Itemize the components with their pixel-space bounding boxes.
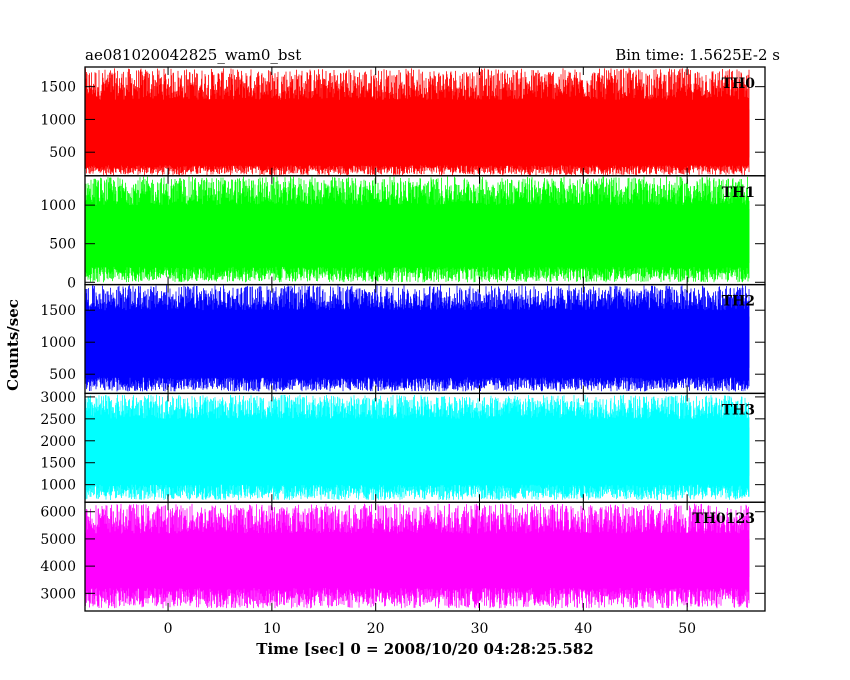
series-core-th2 [85,316,750,368]
x-tick-label: 10 [263,621,281,637]
y-tick-label: 2500 [40,412,76,428]
x-tick-label: 0 [164,621,173,637]
y-axis-label: Counts/sec [4,299,22,391]
series-core-th0 [85,109,750,158]
panel-frame [84,501,766,612]
y-tick-label: 500 [49,145,76,161]
x-tick-label: 30 [471,621,489,637]
panel-th3: 1000 1500 2000 2500 3000 TH3 [40,390,766,503]
y-tick-label: 1500 [40,303,76,319]
series-core-th0123 [85,538,750,577]
y-tick-label: 0 [67,275,76,291]
x-axis: 0 10 20 30 40 50 [164,621,696,637]
panel-label: TH1 [722,185,755,201]
x-tick-label: 40 [574,621,592,637]
y-tick-label: 500 [49,367,76,383]
panel-th0123: 3000 4000 5000 6000 TH0123 [40,501,766,612]
y-tick-label: 1000 [40,335,76,351]
panel-label: TH0 [722,76,756,92]
panels: 500 1000 1500 TH0 0 500 1000 TH1 500 1000 1500 TH2 1… [40,66,766,612]
panel-label: TH2 [722,294,755,310]
series-core-th3 [85,427,750,476]
y-tick-label: 1500 [40,80,76,96]
y-tick-label: 3000 [40,390,76,406]
x-axis-label: Time [sec] 0 = 2008/10/20 04:28:25.582 [256,640,593,658]
panel-th0: 500 1000 1500 TH0 [40,66,766,177]
y-tick-label: 4000 [40,559,76,575]
y-tick-label: 5000 [40,532,76,548]
y-tick-label: 500 [49,237,76,253]
panel-th2: 500 1000 1500 TH2 [40,283,766,395]
x-tick-label: 20 [367,621,385,637]
chart-title: ae081020042825_wam0_bst [85,46,301,64]
panel-label: TH3 [722,402,755,418]
chart-subtitle: Bin time: 1.5625E-2 s [615,46,780,64]
y-tick-label: 1500 [40,456,76,472]
panel-th1: 0 500 1000 TH1 [40,175,766,291]
series-core-th1 [85,208,750,263]
y-tick-label: 1000 [40,478,76,494]
y-tick-label: 2000 [40,434,76,450]
y-tick-label: 6000 [40,505,76,521]
y-tick-label: 1000 [40,112,76,128]
x-tick-label: 50 [678,621,696,637]
panel-label: TH0123 [692,511,755,527]
y-tick-label: 3000 [40,586,76,602]
y-tick-label: 1000 [40,198,76,214]
